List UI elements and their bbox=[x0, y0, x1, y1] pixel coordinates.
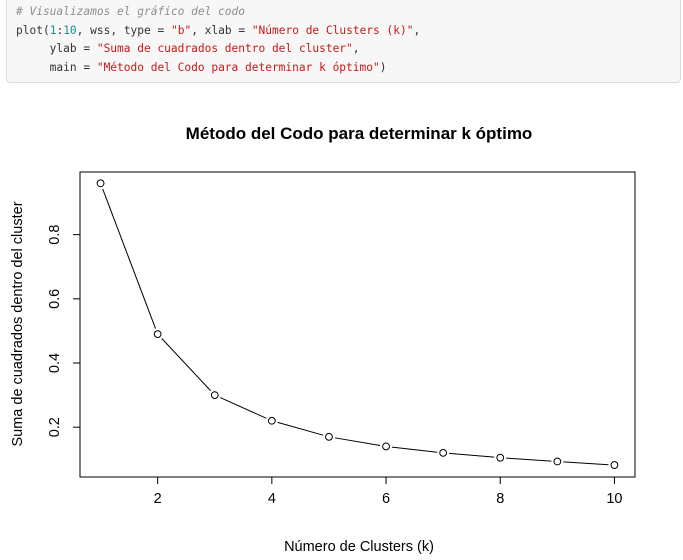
data-point bbox=[439, 448, 448, 457]
code-block: # Visualizamos el gráfico del codo plot(1… bbox=[6, 0, 681, 83]
code-token-plain: , bbox=[413, 23, 421, 37]
x-tick-label: 10 bbox=[606, 491, 622, 507]
code-line: ylab = "Suma de cuadrados dentro del clu… bbox=[16, 40, 680, 59]
code-token-plain: , bbox=[352, 42, 360, 55]
code-token-str: "Método del Codo para determinar k óptim… bbox=[96, 60, 380, 74]
series-segment bbox=[277, 421, 324, 436]
code-token-plain: : bbox=[56, 23, 64, 37]
x-axis-label: Número de Clusters (k) bbox=[284, 539, 434, 555]
code-token-plain: plot( bbox=[16, 23, 50, 37]
code-token-comment: # Visualizamos el gráfico del codo bbox=[16, 5, 246, 18]
data-point bbox=[496, 453, 505, 462]
y-tick-label: 0.6 bbox=[47, 289, 63, 309]
x-tick-label: 8 bbox=[496, 491, 504, 507]
data-point bbox=[210, 391, 219, 400]
code-line: plot(1:10, wss, type = "b", xlab = "Núme… bbox=[16, 22, 680, 41]
code-token-plain: ylab = bbox=[16, 42, 97, 55]
data-point bbox=[267, 416, 276, 425]
series-segment bbox=[334, 437, 381, 446]
data-point bbox=[553, 457, 562, 466]
series-segment bbox=[563, 461, 609, 466]
data-point bbox=[610, 461, 619, 469]
code-line: # Visualizamos el gráfico del codo bbox=[16, 3, 680, 22]
code-token-plain: , xlab = bbox=[191, 23, 252, 37]
code-token-plain: , wss, type = bbox=[76, 23, 171, 37]
series-segment bbox=[449, 452, 495, 458]
chart-title: Método del Codo para determinar k óptimo bbox=[186, 124, 533, 143]
series-segment bbox=[220, 397, 267, 419]
code-line: main = "Método del Codo para determinar … bbox=[16, 59, 680, 78]
y-tick-label: 0.4 bbox=[47, 353, 63, 373]
series-segment bbox=[391, 446, 438, 453]
y-tick-label: 0.8 bbox=[47, 225, 63, 245]
code-token-str: "Número de Clusters (k)" bbox=[251, 23, 414, 37]
elbow-chart: Método del Codo para determinar k óptimo… bbox=[10, 124, 636, 555]
code-token-plain: main = bbox=[16, 60, 97, 74]
series-line bbox=[96, 179, 619, 469]
code-token-str: "b" bbox=[170, 23, 192, 37]
series-segment bbox=[506, 457, 552, 462]
data-point bbox=[153, 330, 162, 339]
x-tick-label: 2 bbox=[154, 491, 162, 507]
data-point bbox=[382, 442, 390, 451]
code-token-plain: ) bbox=[379, 60, 387, 74]
code-token-num: 1 bbox=[49, 23, 57, 37]
x-tick-label: 6 bbox=[382, 491, 390, 507]
series-segment bbox=[161, 338, 212, 392]
code-token-num: 10 bbox=[63, 23, 77, 37]
plot-frame bbox=[79, 171, 636, 478]
y-axis-label: Suma de cuadrados dentro del cluster bbox=[10, 201, 26, 446]
data-point bbox=[325, 432, 333, 441]
x-tick-label: 4 bbox=[268, 491, 276, 507]
code-token-str: "Suma de cuadrados dentro del cluster" bbox=[96, 42, 353, 55]
x-axis: 2 4 6 8 10 bbox=[154, 477, 623, 507]
series-segment bbox=[102, 188, 156, 329]
data-point bbox=[96, 179, 105, 188]
y-tick-label: 0.2 bbox=[47, 417, 63, 437]
y-axis: 0.2 0.4 0.6 0.8 bbox=[47, 225, 80, 437]
